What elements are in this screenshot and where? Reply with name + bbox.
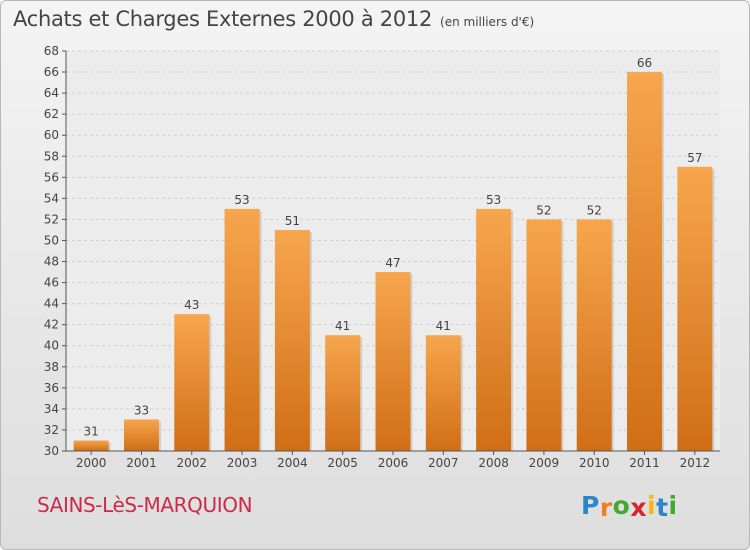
- y-tick-label: 32: [44, 423, 59, 437]
- bar: [526, 219, 562, 451]
- x-tick-label: 2001: [126, 456, 157, 470]
- data-label: 31: [84, 424, 99, 438]
- bar: [576, 219, 612, 451]
- x-tick-label: 2004: [277, 456, 308, 470]
- data-label: 47: [385, 256, 400, 270]
- y-tick-label: 44: [44, 297, 59, 311]
- x-tick-label: 2000: [76, 456, 107, 470]
- data-label: 57: [687, 151, 702, 165]
- y-tick-label: 30: [44, 444, 59, 458]
- y-tick-label: 62: [44, 107, 59, 121]
- y-tick-label: 50: [44, 233, 59, 247]
- data-label: 33: [134, 403, 149, 417]
- bar: [325, 335, 361, 451]
- x-tick-label: 2002: [176, 456, 207, 470]
- bar: [224, 208, 260, 451]
- y-tick-label: 68: [44, 44, 59, 58]
- y-tick-label: 52: [44, 212, 59, 226]
- x-tick-label: 2003: [227, 456, 258, 470]
- y-tick-label: 34: [44, 402, 59, 416]
- x-tick-label: 2006: [378, 456, 409, 470]
- y-tick-label: 46: [44, 276, 59, 290]
- x-tick-label: 2005: [327, 456, 358, 470]
- data-label: 41: [335, 319, 350, 333]
- y-tick-label: 54: [44, 191, 59, 205]
- x-tick-label: 2009: [529, 456, 560, 470]
- logo-letter: t: [656, 493, 669, 522]
- data-label: 41: [436, 319, 451, 333]
- x-tick-label: 2011: [629, 456, 660, 470]
- y-tick-label: 64: [44, 86, 59, 100]
- data-label: 51: [285, 214, 300, 228]
- y-tick-label: 66: [44, 65, 59, 79]
- y-tick-label: 38: [44, 360, 59, 374]
- logo-letter: P: [581, 491, 600, 520]
- chart-title: Achats et Charges Externes 2000 à 2012 (e…: [13, 7, 534, 31]
- y-tick-label: 60: [44, 128, 59, 142]
- bar: [425, 335, 461, 451]
- data-label: 66: [637, 56, 652, 70]
- y-tick-label: 42: [44, 318, 59, 332]
- x-tick-label: 2012: [680, 456, 711, 470]
- logo-letter: i: [647, 491, 657, 520]
- bar: [476, 208, 512, 451]
- unit-note: (en milliers d'€): [440, 15, 535, 29]
- data-label: 52: [587, 203, 602, 217]
- bar: [123, 419, 159, 451]
- y-tick-label: 40: [44, 339, 59, 353]
- bar: [627, 72, 663, 451]
- data-label: 53: [486, 193, 501, 207]
- data-label: 53: [234, 193, 249, 207]
- y-tick-label: 36: [44, 381, 59, 395]
- logo-letter: i: [668, 491, 678, 520]
- commune-name: SAINS-LèS-MARQUION: [37, 493, 253, 517]
- bar: [375, 272, 411, 451]
- logo-letter: r: [599, 493, 613, 522]
- x-tick-label: 2010: [579, 456, 610, 470]
- bar: [274, 229, 310, 451]
- bar: [677, 166, 713, 451]
- bar: [174, 314, 210, 451]
- y-tick-label: 58: [44, 149, 59, 163]
- y-tick-label: 56: [44, 170, 59, 184]
- y-tick-label: 48: [44, 255, 59, 269]
- x-tick-label: 2007: [428, 456, 459, 470]
- title-text: Achats et Charges Externes 2000 à 2012: [13, 7, 433, 31]
- logo-letter: o: [612, 491, 631, 520]
- logo-letter: x: [630, 493, 647, 522]
- proxiti-logo: Proxiti: [581, 491, 678, 522]
- bar: [73, 440, 109, 451]
- data-label: 52: [536, 203, 551, 217]
- x-tick-label: 2008: [478, 456, 509, 470]
- data-label: 43: [184, 298, 199, 312]
